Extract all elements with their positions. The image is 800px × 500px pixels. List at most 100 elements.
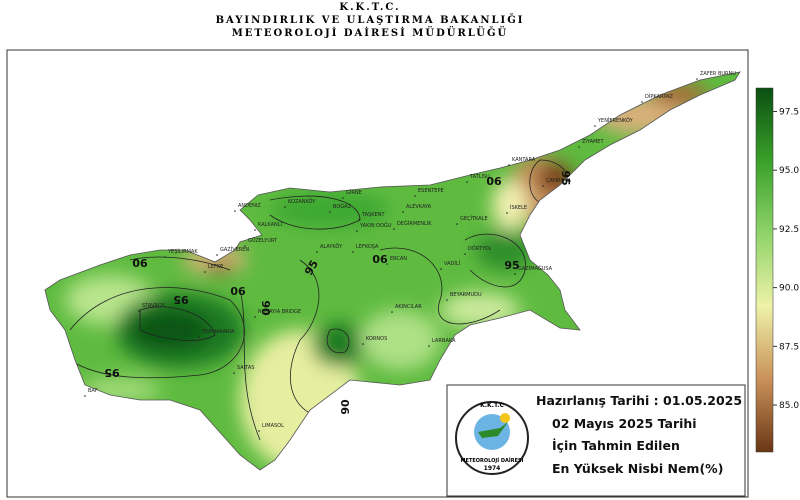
contour-label: 95 <box>173 293 188 306</box>
place-label: VADİLİ <box>444 260 460 267</box>
logo-name: METEOROLOJİ DAİRESİ <box>461 457 524 464</box>
place-label: LEFKE <box>208 264 223 270</box>
colorbar-tick-label: 87.5 <box>779 342 799 352</box>
place-dot <box>393 228 395 230</box>
place-dot <box>216 254 218 256</box>
contour-label: 95 <box>104 366 119 379</box>
place-dot <box>358 219 360 221</box>
place-dot <box>414 195 416 197</box>
logo-top: K.K.T.C <box>480 402 504 409</box>
place-label: YENİERENKÖY <box>597 117 634 124</box>
place-label: TAŞKENT <box>361 212 385 218</box>
place-label: KORNOS <box>366 336 387 342</box>
place-label: GİRNE <box>346 189 362 196</box>
place-label: BOĞAZ <box>333 203 352 210</box>
place-dot <box>233 372 235 374</box>
place-dot <box>696 78 698 80</box>
place-label: DEĞİRMENLİK <box>397 220 432 227</box>
place-label: TATLISU <box>469 174 490 180</box>
colorbar-tick-label: 97.5 <box>779 107 799 117</box>
place-label: ANDENIZ <box>238 203 261 209</box>
place-dot <box>342 197 344 199</box>
place-label: ZAFER BURNU <box>700 71 736 77</box>
place-dot <box>84 395 86 397</box>
contour-label: 90 <box>339 399 352 415</box>
place-dot <box>464 253 466 255</box>
place-label: DÖRTYOL <box>468 245 492 252</box>
contour-label: 90 <box>372 252 388 265</box>
contour-label: 90 <box>486 174 502 187</box>
place-dot <box>138 310 140 312</box>
place-label: KANTARA <box>512 157 536 163</box>
place-dot <box>258 430 260 432</box>
place-dot <box>594 125 596 127</box>
place-label: LEFKOŞA <box>356 244 379 250</box>
colorbar <box>755 87 774 453</box>
info-line: İçin Tahmin Edilen <box>552 438 680 453</box>
contour-label: 95 <box>559 170 572 185</box>
place-dot <box>254 229 256 231</box>
place-label: GEÇİTKALE <box>460 215 488 222</box>
place-dot <box>578 146 580 148</box>
place-label: ESENTEPE <box>418 188 444 194</box>
place-dot <box>641 101 643 103</box>
place-dot <box>446 299 448 301</box>
info-line: En Yüksek Nisbi Nem(%) <box>552 461 723 476</box>
place-dot <box>362 343 364 345</box>
place-dot <box>356 230 358 232</box>
place-label: ZİYAMET <box>582 138 604 145</box>
contour-label: 90 <box>230 284 246 297</box>
colorbar-ticks: 97.5 95.0 92.5 90.0 87.5 85.0 <box>773 107 799 411</box>
place-label: LARNAKA <box>432 338 456 344</box>
colorbar-tick-label: 92.5 <box>779 225 799 235</box>
place-label: ALEVKAYA <box>406 204 432 210</box>
place-dot <box>514 273 516 275</box>
contour-label: 90 <box>132 256 148 269</box>
place-dot <box>234 210 236 212</box>
place-label: RONAYIA BRIDGE <box>258 309 301 315</box>
place-labels: ZAFER BURNU DİPKARPAZ YENİERENKÖY ZİYAMET KA… <box>84 71 736 432</box>
logo-island <box>478 422 508 438</box>
place-label: ALAYKÖY <box>320 243 343 250</box>
place-label: KALKANLI <box>258 222 282 228</box>
place-dot <box>440 268 442 270</box>
place-dot <box>391 311 393 313</box>
place-dot <box>428 345 430 347</box>
colorbar-tick-label: 85.0 <box>779 401 799 411</box>
colorbar-tick-label: 95.0 <box>779 166 799 176</box>
place-label: AKINCILAR <box>395 304 422 310</box>
place-label: KOZANKÖY <box>288 198 316 205</box>
place-label: SAITAS <box>237 365 254 371</box>
place-dot <box>316 251 318 253</box>
place-label: TERMAKARIA <box>201 329 235 335</box>
place-label: YEŞİLIRMAK <box>167 248 198 255</box>
place-dot <box>254 316 256 318</box>
header-line: METEOROLOJİ DAİRESİ MÜDÜRLÜĞÜ <box>232 26 509 39</box>
place-label: GÜZELYURT <box>248 237 278 244</box>
place-dot <box>352 251 354 253</box>
place-label: LIMASOL <box>262 423 284 429</box>
place-label: DİPKARPAZ <box>645 93 674 100</box>
place-dot <box>456 223 458 225</box>
logo-year: 1974 <box>484 465 501 472</box>
contour-label: 90 <box>259 300 272 316</box>
place-dot <box>508 164 510 166</box>
place-dot <box>402 211 404 213</box>
place-dot <box>329 211 331 213</box>
colorbar-tick-label: 90.0 <box>779 284 799 294</box>
place-dot <box>542 185 544 187</box>
place-label: ÇAYIROVA <box>546 178 571 184</box>
place-dot <box>204 271 206 273</box>
place-label: GAZİVEREN <box>220 246 249 253</box>
place-label: ERCAN <box>390 256 407 262</box>
place-label: YAKIN DOĞU <box>359 222 392 229</box>
place-dot <box>466 181 468 183</box>
header-line: K.K.T.C. <box>339 2 400 13</box>
place-dot <box>198 336 200 338</box>
place-dot <box>164 256 166 258</box>
place-dot <box>244 245 246 247</box>
header-line: BAYINDIRLIK VE ULAŞTIRMA BAKANLIĞI <box>216 14 525 26</box>
